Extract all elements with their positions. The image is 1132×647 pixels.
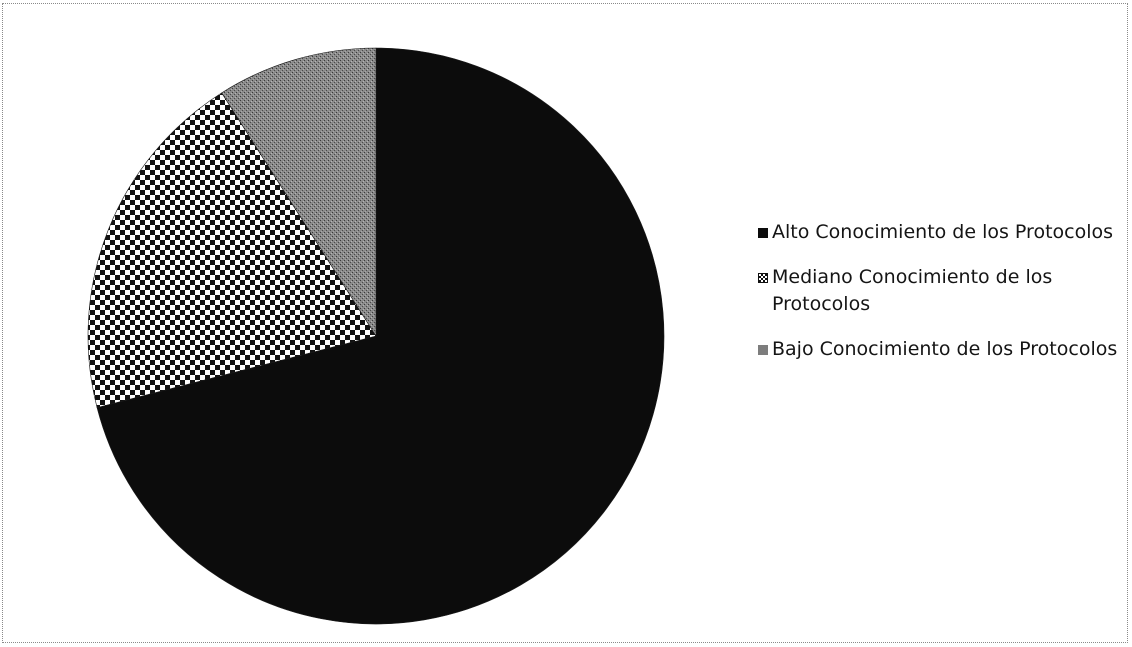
legend-swatch-bajo	[758, 345, 768, 355]
legend: Alto Conocimiento de los Protocolos Medi…	[758, 219, 1118, 381]
legend-label-mediano: Mediano Conocimiento de los Protocolos	[772, 266, 1053, 315]
legend-swatch-alto	[758, 228, 768, 238]
pie-slices	[87, 47, 665, 625]
legend-label-alto: Alto Conocimiento de los Protocolos	[772, 221, 1114, 243]
pie-slice-bajo	[221, 47, 377, 338]
legend-item-alto: Alto Conocimiento de los Protocolos	[758, 219, 1118, 246]
legend-label-bajo: Bajo Conocimiento de los Protocolos	[772, 338, 1118, 360]
legend-item-bajo: Bajo Conocimiento de los Protocolos	[758, 336, 1118, 363]
legend-swatch-mediano	[758, 273, 768, 283]
legend-item-mediano: Mediano Conocimiento de los Protocolos	[758, 264, 1118, 318]
chart-frame	[2, 3, 1128, 643]
pie-slice-alto	[96, 47, 665, 625]
pie-slice-mediano	[87, 92, 377, 408]
